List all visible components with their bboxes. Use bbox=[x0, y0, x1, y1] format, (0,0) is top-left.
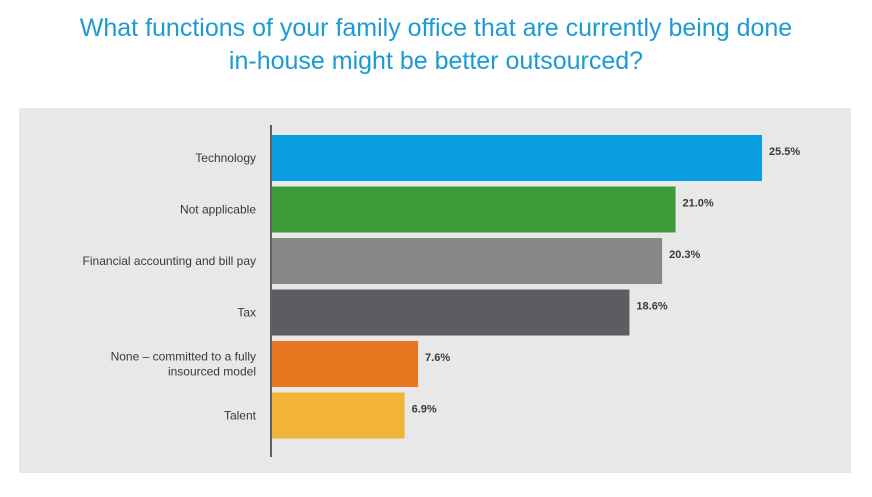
value-label-5: 7.6% bbox=[425, 352, 450, 364]
value-label-2: 21.0% bbox=[683, 198, 714, 210]
bar-4 bbox=[272, 289, 630, 336]
bar-5 bbox=[272, 341, 419, 387]
category-label-2: Not applicable bbox=[180, 203, 256, 217]
value-label-3: 20.3% bbox=[669, 249, 700, 261]
value-label-4: 18.6% bbox=[636, 301, 667, 313]
category-label-5-line-1: None – committed to a fully bbox=[111, 350, 256, 364]
bar-3 bbox=[272, 238, 663, 284]
category-label-4: Tax bbox=[237, 306, 256, 320]
bar-1 bbox=[272, 135, 762, 181]
category-label-3: Financial accounting and bill pay bbox=[83, 254, 256, 268]
category-label-5-line-2: insourced model bbox=[168, 365, 256, 379]
value-label-1: 25.5% bbox=[769, 146, 800, 158]
bar-6 bbox=[272, 392, 405, 439]
value-label-6: 6.9% bbox=[412, 404, 437, 416]
chart-title: What functions of your family office tha… bbox=[0, 12, 872, 78]
category-label-6: Talent bbox=[224, 409, 257, 423]
chart-title-line-2: in-house might be better outsourced? bbox=[228, 47, 644, 75]
bar-2 bbox=[272, 186, 676, 233]
chart-title-line-1: What functions of your family office tha… bbox=[79, 14, 793, 42]
category-label-1: Technology bbox=[195, 151, 256, 165]
